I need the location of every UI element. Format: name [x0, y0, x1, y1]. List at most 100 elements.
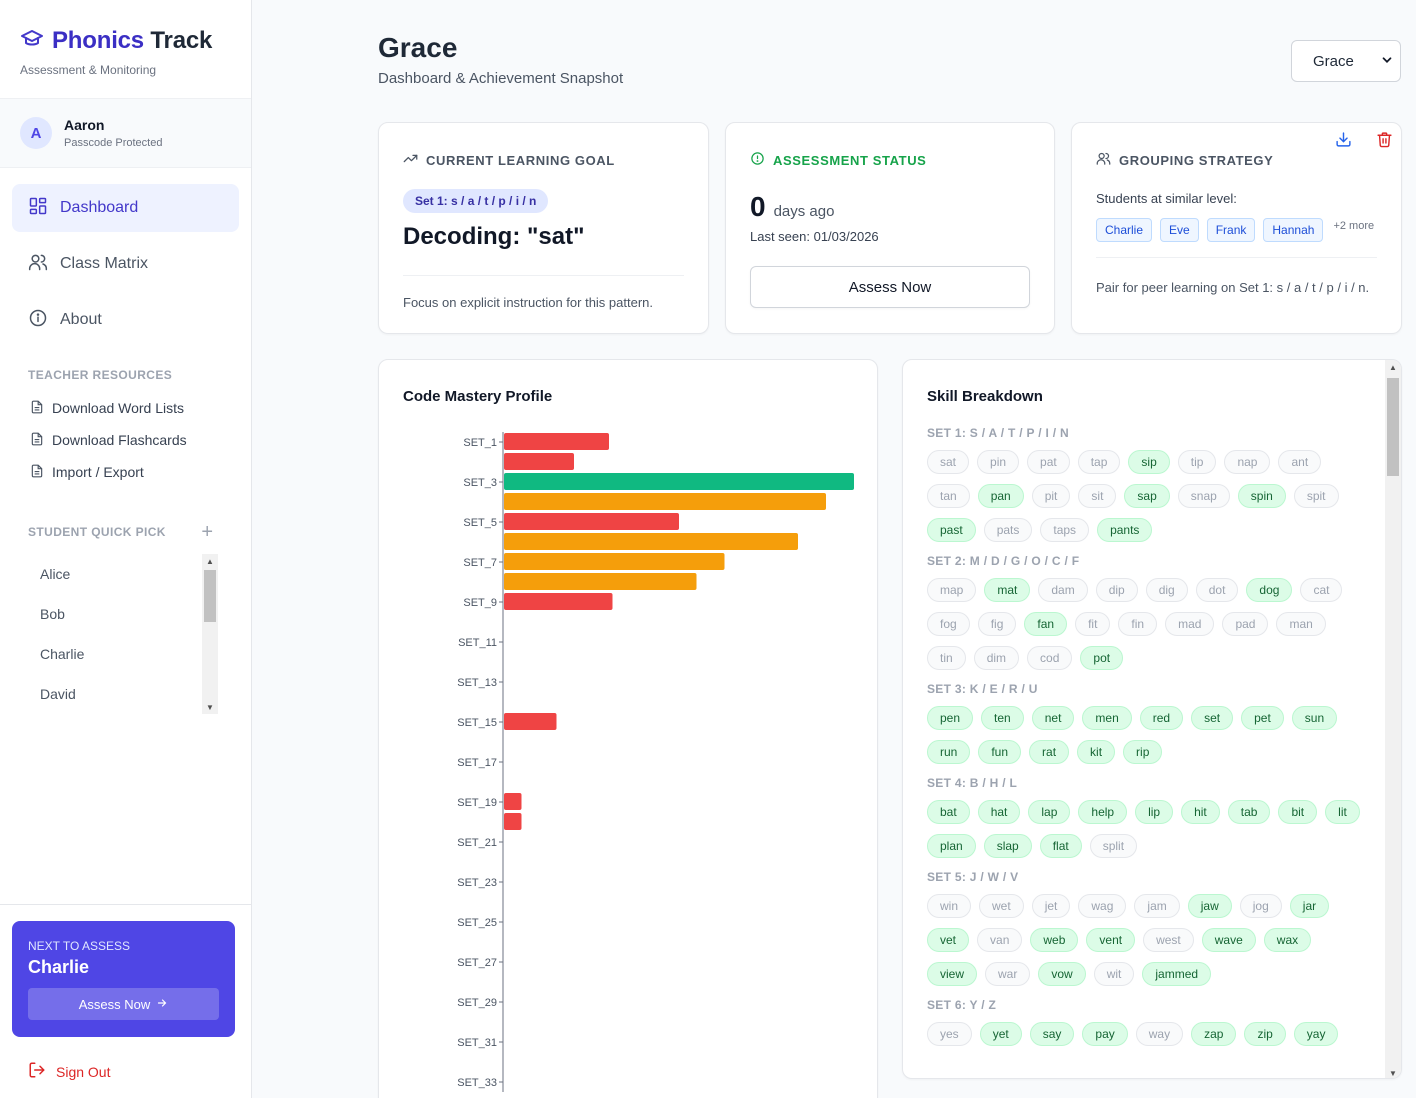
plus-icon[interactable]: +: [201, 521, 213, 543]
word-chip[interactable]: vent: [1086, 928, 1136, 952]
bar-set-8[interactable]: [504, 573, 697, 590]
bar-set-20[interactable]: [504, 813, 522, 830]
nav-about[interactable]: About: [12, 296, 239, 344]
student-select[interactable]: Grace: [1291, 40, 1401, 82]
word-chip[interactable]: man: [1276, 612, 1326, 636]
bar-set-4[interactable]: [504, 493, 826, 510]
word-chip[interactable]: west: [1143, 928, 1194, 952]
student-quick-pick-list[interactable]: Alice Bob Charlie David ▲ ▼: [28, 554, 218, 714]
word-chip[interactable]: tip: [1177, 450, 1217, 474]
word-chip[interactable]: hat: [977, 800, 1021, 824]
word-chip[interactable]: wit: [1093, 962, 1135, 986]
word-chip[interactable]: yet: [979, 1022, 1022, 1046]
skills-scrollbar[interactable]: ▲ ▼: [1385, 360, 1401, 1078]
word-chip[interactable]: dot: [1195, 578, 1239, 602]
word-chip[interactable]: yay: [1293, 1022, 1339, 1046]
word-chip[interactable]: fig: [977, 612, 1017, 636]
sign-out-button[interactable]: Sign Out: [28, 1061, 110, 1082]
student-chip[interactable]: Hannah: [1263, 218, 1324, 242]
word-chip[interactable]: men: [1082, 706, 1132, 730]
word-chip[interactable]: jet: [1031, 894, 1071, 918]
word-chip[interactable]: red: [1139, 706, 1184, 730]
scroll-down-arrow-icon[interactable]: ▼: [206, 702, 214, 712]
word-chip[interactable]: pot: [1080, 646, 1124, 670]
word-chip[interactable]: lap: [1028, 800, 1071, 824]
word-chip[interactable]: plan: [927, 834, 976, 858]
word-chip[interactable]: van: [977, 928, 1023, 952]
student-item-alice[interactable]: Alice: [40, 566, 71, 582]
word-chip[interactable]: jammed: [1142, 962, 1212, 986]
bar-set-3[interactable]: [504, 473, 854, 490]
bar-set-2[interactable]: [504, 453, 574, 470]
quick-pick-scrollbar[interactable]: ▲ ▼: [202, 554, 218, 714]
word-chip[interactable]: pants: [1097, 518, 1153, 542]
word-chip[interactable]: bit: [1278, 800, 1318, 824]
scroll-thumb[interactable]: [204, 570, 216, 622]
word-chip[interactable]: pats: [983, 518, 1033, 542]
scroll-thumb[interactable]: [1387, 378, 1399, 476]
next-assess-now-button[interactable]: Assess Now: [28, 988, 219, 1020]
trash-icon[interactable]: [1376, 131, 1393, 153]
word-chip[interactable]: pan: [977, 484, 1024, 508]
word-chip[interactable]: wag: [1078, 894, 1127, 918]
word-chip[interactable]: dog: [1246, 578, 1293, 602]
word-chip[interactable]: web: [1030, 928, 1079, 952]
word-chip[interactable]: wave: [1201, 928, 1256, 952]
word-chip[interactable]: dig: [1145, 578, 1188, 602]
nav-class-matrix[interactable]: Class Matrix: [12, 240, 239, 288]
word-chip[interactable]: dip: [1095, 578, 1138, 602]
word-chip[interactable]: jaw: [1187, 894, 1232, 918]
download-icon[interactable]: [1335, 131, 1352, 153]
word-chip[interactable]: way: [1135, 1022, 1184, 1046]
word-chip[interactable]: net: [1031, 706, 1075, 730]
word-chip[interactable]: sap: [1124, 484, 1170, 508]
word-chip[interactable]: hit: [1181, 800, 1220, 824]
word-chip[interactable]: tap: [1077, 450, 1121, 474]
word-chip[interactable]: ten: [981, 706, 1024, 730]
word-chip[interactable]: pad: [1222, 612, 1269, 636]
word-chip[interactable]: sit: [1078, 484, 1117, 508]
bar-set-1[interactable]: [504, 433, 609, 450]
download-word-lists-link[interactable]: Download Word Lists: [0, 392, 251, 424]
word-chip[interactable]: mat: [984, 578, 1031, 602]
word-chip[interactable]: jar: [1289, 894, 1330, 918]
word-chip[interactable]: rip: [1123, 740, 1163, 764]
assess-now-button[interactable]: Assess Now: [750, 266, 1030, 308]
word-chip[interactable]: snap: [1177, 484, 1230, 508]
download-flashcards-link[interactable]: Download Flashcards: [0, 424, 251, 456]
bar-set-15[interactable]: [504, 713, 557, 730]
word-chip[interactable]: run: [927, 740, 971, 764]
bar-set-9[interactable]: [504, 593, 613, 610]
word-chip[interactable]: bat: [927, 800, 970, 824]
import-export-link[interactable]: Import / Export: [0, 456, 251, 488]
word-chip[interactable]: fog: [927, 612, 970, 636]
word-chip[interactable]: flat: [1039, 834, 1082, 858]
word-chip[interactable]: jog: [1239, 894, 1282, 918]
word-chip[interactable]: dim: [973, 646, 1020, 670]
word-chip[interactable]: fin: [1118, 612, 1158, 636]
word-chip[interactable]: tab: [1227, 800, 1271, 824]
word-chip[interactable]: pet: [1241, 706, 1284, 730]
app-name[interactable]: Phonics Track: [52, 26, 213, 54]
word-chip[interactable]: fan: [1024, 612, 1068, 636]
word-chip[interactable]: lip: [1135, 800, 1174, 824]
word-chip[interactable]: cat: [1300, 578, 1343, 602]
bar-set-19[interactable]: [504, 793, 522, 810]
word-chip[interactable]: vet: [927, 928, 970, 952]
word-chip[interactable]: tan: [927, 484, 970, 508]
word-chip[interactable]: ant: [1278, 450, 1322, 474]
word-chip[interactable]: nap: [1224, 450, 1271, 474]
word-chip[interactable]: pin: [977, 450, 1020, 474]
word-chip[interactable]: tin: [927, 646, 966, 670]
word-chip[interactable]: help: [1078, 800, 1128, 824]
bar-set-6[interactable]: [504, 533, 798, 550]
word-chip[interactable]: say: [1029, 1022, 1075, 1046]
word-chip[interactable]: zip: [1244, 1022, 1286, 1046]
word-chip[interactable]: fun: [978, 740, 1022, 764]
word-chip[interactable]: wet: [979, 894, 1024, 918]
word-chip[interactable]: yes: [927, 1022, 972, 1046]
word-chip[interactable]: view: [927, 962, 978, 986]
word-chip[interactable]: kit: [1077, 740, 1116, 764]
word-chip[interactable]: sun: [1291, 706, 1338, 730]
word-chip[interactable]: rat: [1029, 740, 1070, 764]
